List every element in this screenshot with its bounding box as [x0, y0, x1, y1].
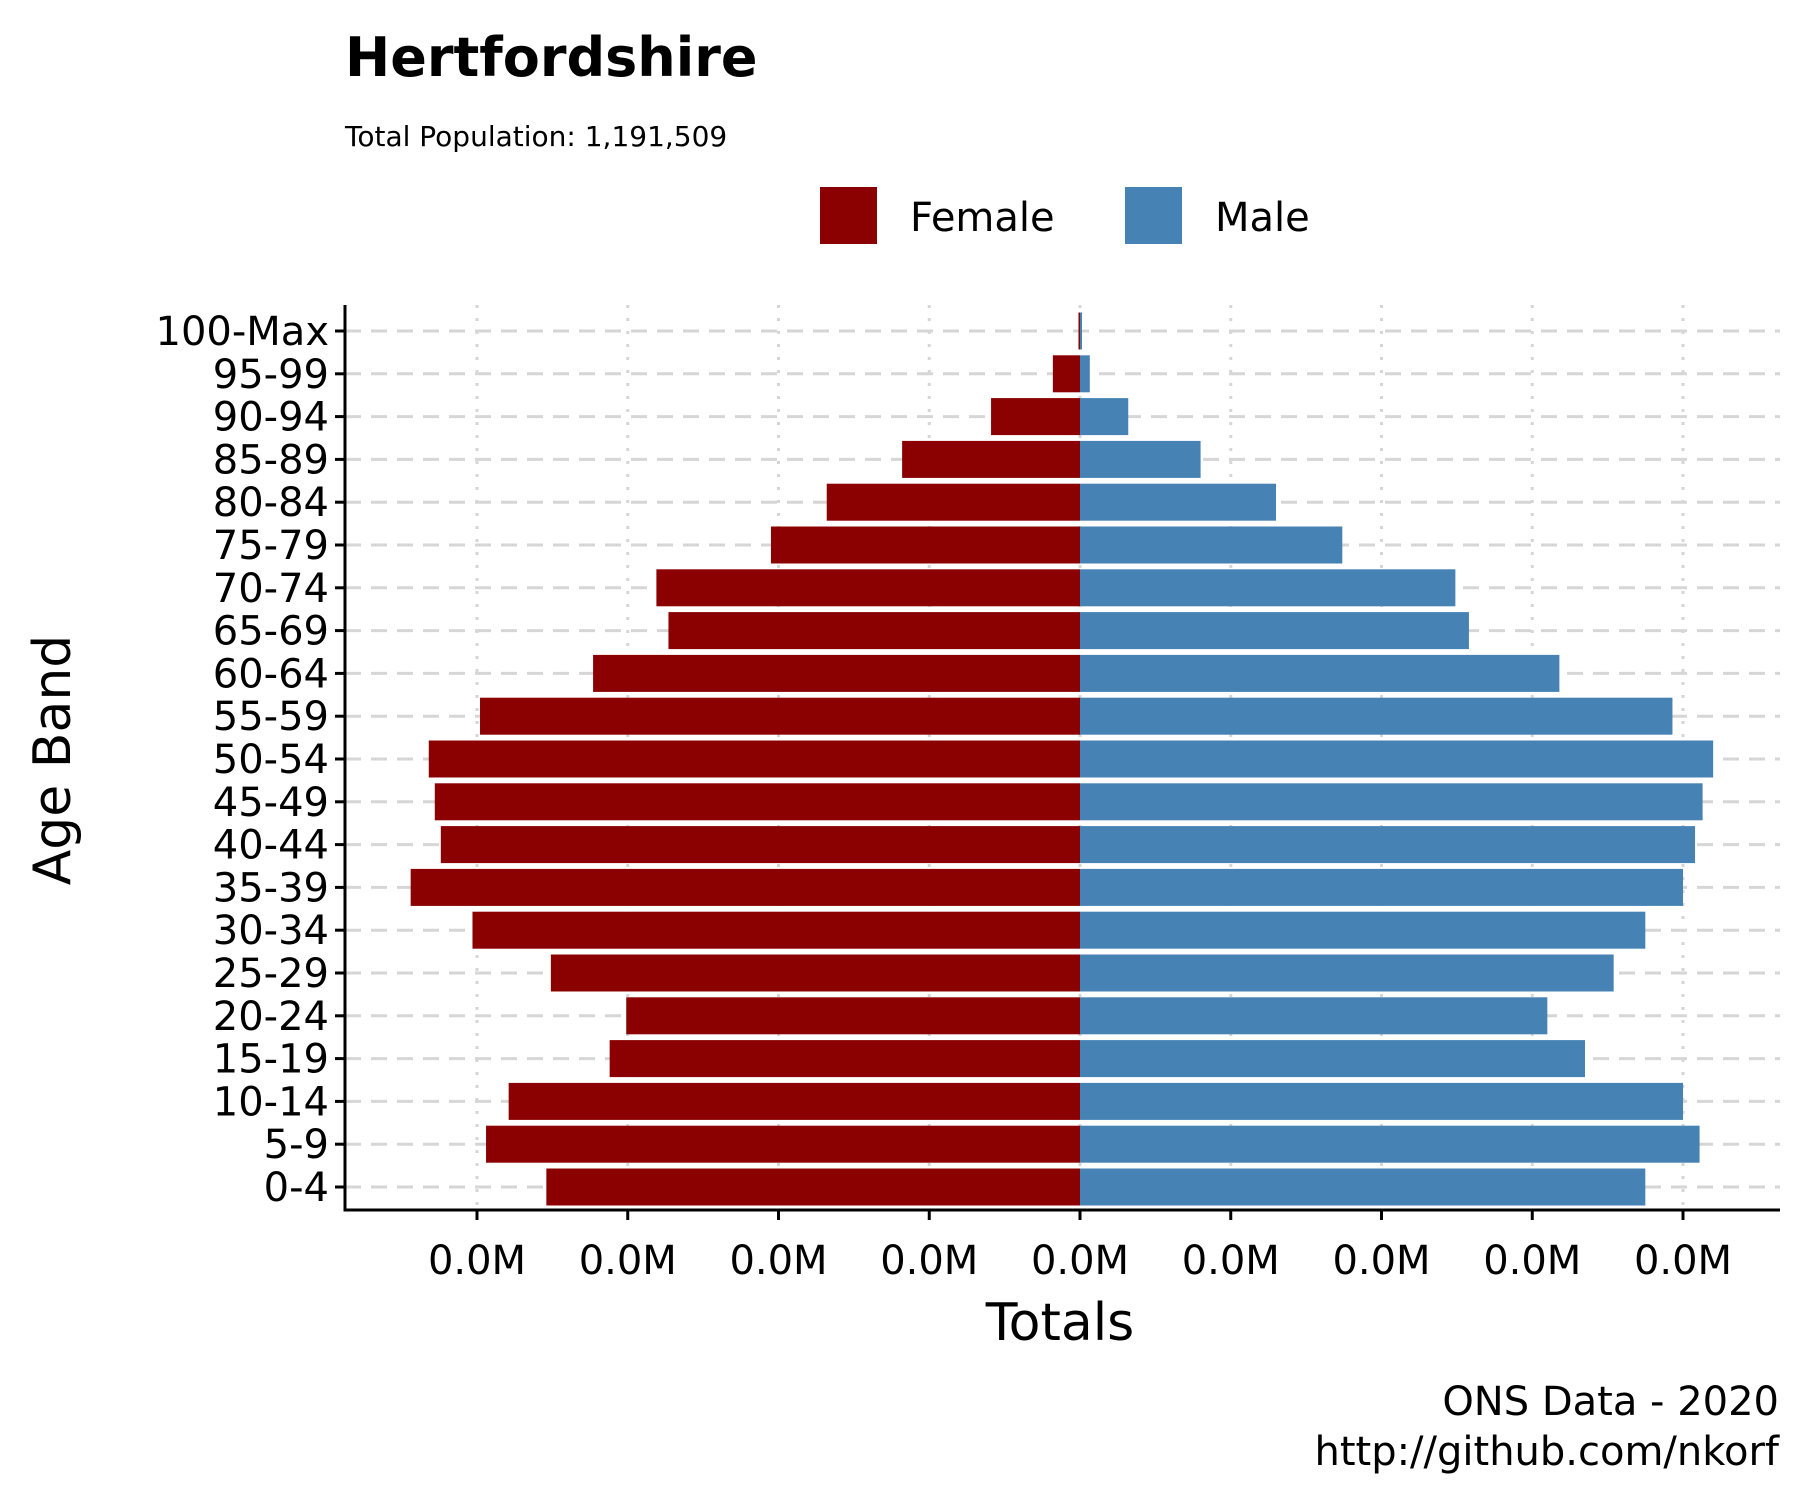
bar-female — [480, 697, 1080, 735]
y-tick-label: 55-59 — [213, 694, 329, 740]
x-tick-label: 0.0M — [880, 1238, 978, 1284]
bar-male — [1080, 440, 1201, 478]
x-tick-label: 0.0M — [579, 1238, 677, 1284]
bar-male — [1080, 569, 1456, 607]
bar-female — [440, 826, 1080, 864]
x-tick-label: 0.0M — [729, 1238, 827, 1284]
bar-male — [1080, 783, 1703, 821]
y-tick-label: 15-19 — [213, 1037, 329, 1083]
bar-female — [550, 954, 1080, 992]
bar-male — [1080, 697, 1673, 735]
bar-male — [1080, 911, 1646, 949]
y-tick-label: 90-94 — [213, 395, 329, 441]
legend-label-female: Female — [910, 195, 1055, 241]
x-axis-label: Totals — [985, 1293, 1135, 1353]
y-tick-label: 0-4 — [264, 1165, 329, 1211]
bar-female — [472, 911, 1080, 949]
bar-female — [991, 398, 1080, 436]
y-tick-label: 35-39 — [213, 865, 329, 911]
y-tick-label: 100-Max — [156, 309, 329, 355]
x-tick-label: 0.0M — [1182, 1238, 1280, 1284]
y-tick-label: 5-9 — [264, 1122, 329, 1168]
y-tick-label: 25-29 — [213, 951, 329, 997]
bar-male — [1080, 355, 1090, 393]
legend: Female Male — [820, 187, 1310, 244]
legend-swatch-female — [820, 187, 877, 244]
y-tick-label: 10-14 — [213, 1079, 329, 1125]
y-tick-label: 50-54 — [213, 737, 329, 783]
bar-female — [656, 569, 1080, 607]
bar-female — [626, 997, 1080, 1035]
bar-male — [1080, 740, 1714, 778]
bar-male — [1080, 1125, 1700, 1163]
bar-female — [486, 1125, 1080, 1163]
bar-female — [508, 1082, 1081, 1120]
bar-female — [1052, 355, 1080, 393]
bar-male — [1080, 954, 1614, 992]
x-tick-label: 0.0M — [1332, 1238, 1430, 1284]
chart-subtitle: Total Population: 1,191,509 — [344, 120, 727, 153]
y-tick-label: 75-79 — [213, 523, 329, 569]
legend-swatch-male — [1125, 187, 1182, 244]
y-tick-label: 95-99 — [213, 352, 329, 398]
x-tick-label: 0.0M — [1031, 1238, 1129, 1284]
y-tick-label: 70-74 — [213, 566, 329, 612]
bar-male — [1080, 1168, 1646, 1206]
y-tick-label: 65-69 — [213, 609, 329, 655]
x-tick-labels: 0.0M 0.0M 0.0M 0.0M 0.0M 0.0M 0.0M 0.0M 0.0M — [428, 1238, 1732, 1284]
bar-male — [1080, 997, 1548, 1035]
bar-male — [1080, 1040, 1586, 1078]
bars — [410, 312, 1714, 1206]
y-tick-label: 45-49 — [213, 780, 329, 826]
bar-female — [668, 612, 1080, 650]
bar-male — [1080, 868, 1683, 906]
y-tick-label: 85-89 — [213, 437, 329, 483]
bar-female — [428, 740, 1080, 778]
y-tick-label: 40-44 — [213, 823, 329, 869]
y-tick-label: 60-64 — [213, 651, 329, 697]
bar-male — [1080, 654, 1560, 692]
bar-female — [770, 526, 1080, 564]
axes — [335, 305, 1780, 1220]
bar-female — [546, 1168, 1080, 1206]
x-tick-label: 0.0M — [428, 1238, 526, 1284]
y-axis-label: Age Band — [23, 635, 83, 886]
y-tick-label: 20-24 — [213, 994, 329, 1040]
x-tick-label: 0.0M — [1483, 1238, 1581, 1284]
chart-title: Hertfordshire — [345, 26, 758, 89]
bar-male — [1080, 612, 1469, 650]
bar-male — [1080, 826, 1696, 864]
y-tick-label: 80-84 — [213, 480, 329, 526]
bar-female — [609, 1040, 1080, 1078]
bar-female — [826, 483, 1080, 521]
caption-source: ONS Data - 2020 — [1442, 1379, 1779, 1425]
caption-url: http://github.com/nkorf — [1314, 1429, 1779, 1475]
y-tick-label: 30-34 — [213, 908, 329, 954]
bar-female — [593, 654, 1080, 692]
bar-male — [1080, 1082, 1683, 1120]
bar-female — [410, 868, 1080, 906]
bar-male — [1080, 398, 1129, 436]
bar-female — [902, 440, 1080, 478]
bar-male — [1080, 483, 1276, 521]
bar-male — [1080, 312, 1082, 350]
legend-label-male: Male — [1215, 195, 1310, 241]
x-tick-label: 0.0M — [1634, 1238, 1732, 1284]
bar-female — [434, 783, 1080, 821]
bar-male — [1080, 526, 1343, 564]
bar-female — [1078, 312, 1081, 350]
y-tick-labels: 0-45-910-1415-1920-2425-2930-3435-3940-4… — [156, 309, 329, 1211]
